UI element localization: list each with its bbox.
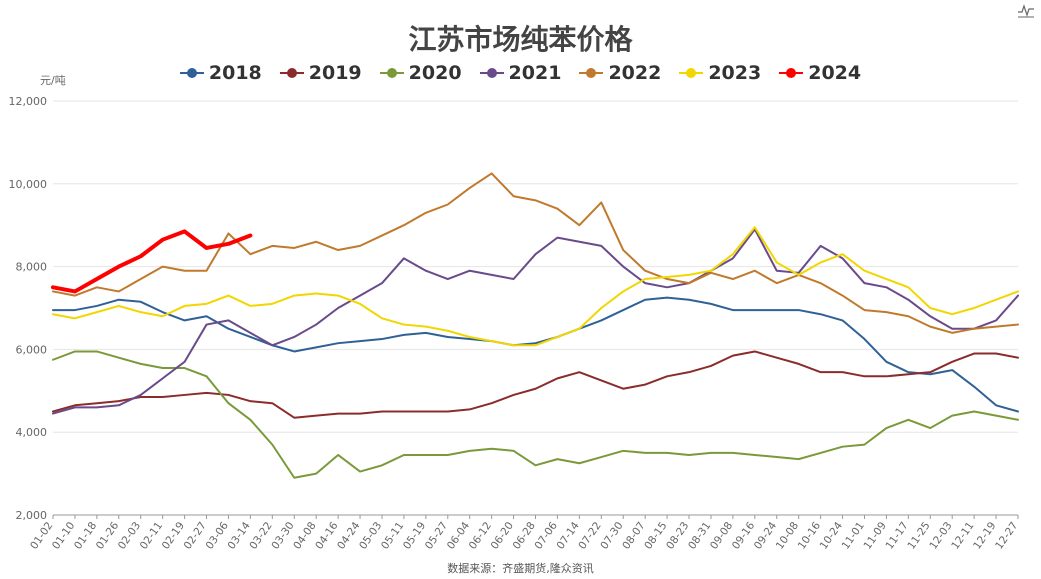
series-line-2022 [52,172,1019,334]
series-line-2024 [51,229,253,294]
legend-marker-icon [279,68,304,78]
legend-label: 2024 [808,62,862,84]
y-tick-label: 2,000 [16,509,48,522]
legend-label: 2018 [208,62,262,84]
legend-marker-icon [179,68,204,78]
y-tick-label: 4,000 [16,426,48,439]
series-line-2021 [52,228,1019,415]
data-source: 数据来源：齐盛期货,隆众资讯 [447,562,594,575]
legend-label: 2021 [508,62,562,84]
legend-item-2020[interactable]: 2020 [379,62,462,84]
y-tick-label: 6,000 [16,343,48,356]
legend-label: 2023 [708,62,762,84]
legend-marker-icon [779,68,804,78]
legend-label: 2020 [408,62,462,84]
legend-marker-icon [579,68,604,78]
legend-item-2022[interactable]: 2022 [579,62,661,84]
series-line-2019 [52,350,1019,419]
y-tick-label: 8,000 [16,261,48,274]
legend-marker-icon [379,68,404,78]
legend-item-2021[interactable]: 2021 [479,62,562,84]
series-line-2018 [52,296,1019,413]
legend-marker-icon [479,68,504,78]
legend-label: 2019 [308,62,362,84]
legend-item-2019[interactable]: 2019 [279,62,362,84]
series-line-2023 [52,226,1019,347]
line-chart-icon[interactable] [1017,2,1035,18]
legend: 2018 2019 2020 2021 2022 2023 2024 [0,62,1041,84]
legend-marker-icon [679,68,704,78]
y-axis-unit: 元/吨 [40,74,66,87]
legend-item-2023[interactable]: 2023 [679,62,761,84]
legend-item-2018[interactable]: 2018 [179,62,262,84]
y-tick-label: 10,000 [9,178,48,191]
x-tick-label: 12-27 [993,520,1020,552]
series-line-2020 [52,350,1019,479]
y-tick-label: 12,000 [9,95,48,108]
legend-label: 2022 [608,62,662,84]
legend-item-2024[interactable]: 2024 [779,62,861,84]
chart-title: 江苏市场纯苯价格 [408,23,633,56]
